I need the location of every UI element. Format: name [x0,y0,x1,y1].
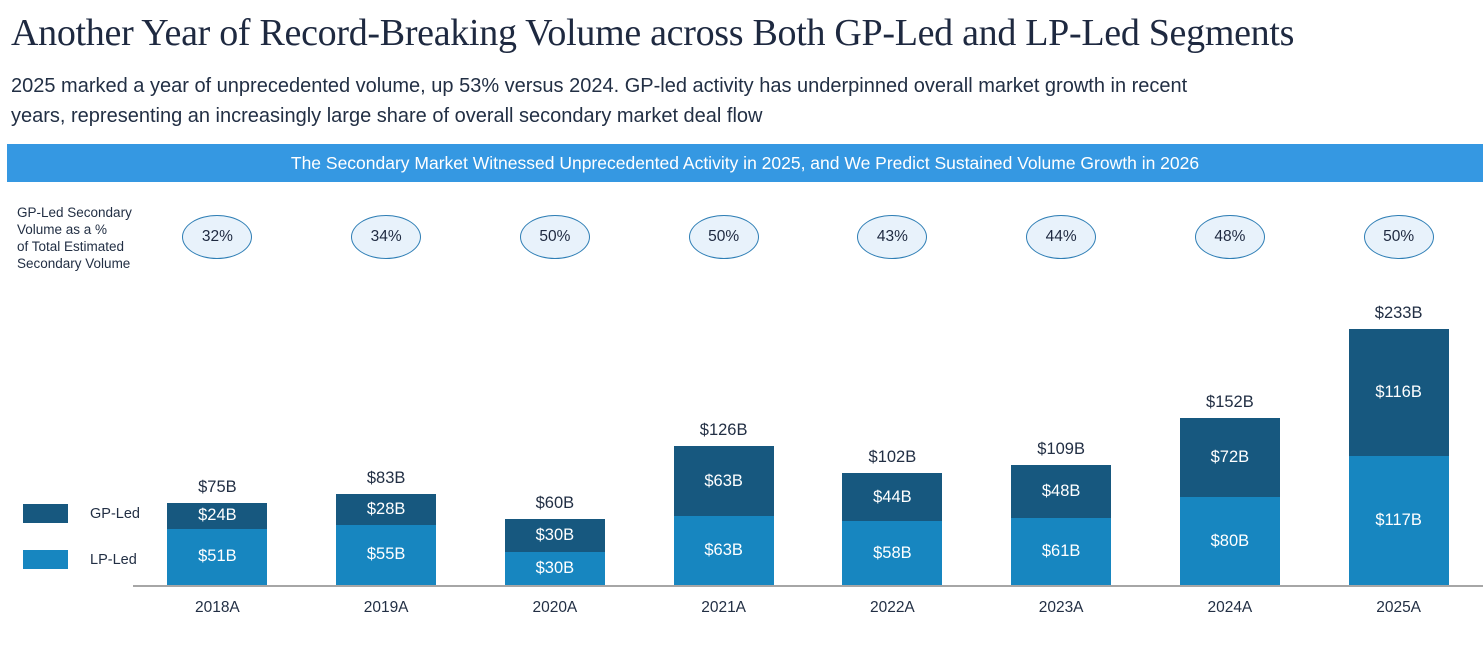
gp-led-segment-value-label: $116B [1375,383,1422,402]
gp-share-bubble-cell: 50% [1314,182,1483,285]
lp-led-segment-value-label: $63B [704,540,743,559]
gp-share-bubble-cell: 43% [808,182,977,285]
gp-share-bubble-cell: 44% [977,182,1146,285]
lp-led-legend-label: LP-Led [90,551,137,568]
gp-led-segment: $116B [1348,328,1449,457]
total-value-label: $102B [868,447,917,466]
x-axis-label-2025a: 2025A [1376,599,1422,616]
lp-led-segment: $63B [673,515,774,585]
legend-item-gp-led: GP-Led [23,504,140,523]
gp-share-bubble: 34% [351,215,422,259]
total-value-label: $75B [198,477,237,496]
bar-column-2019a: $83B $28B $55B [302,469,471,585]
gp-share-bubble: 43% [857,215,928,259]
bars-row: $75B $24B $51B $83B $28B $55B $60B $30B $30B $126… [133,285,1483,587]
gp-led-segment: $24B [167,502,268,529]
legend-item-lp-led: LP-Led [23,550,140,569]
slide: Another Year of Record-Breaking Volume a… [0,10,1483,627]
lp-led-segment-value-label: $61B [1041,541,1081,560]
x-axis-label-2020a: 2020A [532,599,578,616]
gp-led-segment-value-label: $72B [1210,447,1250,466]
lp-led-swatch [23,550,68,569]
bar-column-2023a: $109B $48B $61B [977,440,1146,585]
total-value-label: $152B [1206,392,1254,411]
bar-column-2022a: $102B $44B $58B [808,448,977,585]
gp-led-segment-value-label: $48B [1041,482,1081,500]
total-value-label: $83B [366,468,406,487]
gp-led-segment: $44B [842,472,943,522]
x-axis-label-2018a: 2018A [194,599,240,616]
gp-led-segment-value-label: $63B [704,471,743,490]
section-banner: The Secondary Market Witnessed Unprecede… [7,144,1483,182]
lp-led-segment-value-label: $80B [1210,531,1250,550]
gp-led-segment: $28B [336,493,437,525]
gp-led-segment-value-label: $28B [366,499,406,518]
lp-led-segment: $117B [1348,456,1449,585]
x-axis-label-2022a: 2022A [869,599,915,616]
gp-share-bubble-cell: 50% [639,182,808,285]
bar-column-2025a: $233B $116B $117B [1314,304,1483,585]
gp-share-bubble: 50% [688,215,759,259]
x-axis-label-2021a: 2021A [701,599,747,616]
gp-share-row-label: GP-Led Secondary Volume as a % of Total … [17,205,132,271]
gp-share-bubble: 48% [1194,215,1265,259]
gp-share-bubble-cell: 50% [471,182,640,285]
stacked-bar-chart: 32% 34% 50% 50% 43% 44% 48% 50% $75B $24B $51B $83… [133,182,1483,617]
x-axis-labels-row: 2018A 2019A 2020A 2021A 2022A 2023A 2024A 2025A [133,587,1483,617]
lp-led-segment-value-label: $51B [198,547,237,566]
chart-area: GP-Led Secondary Volume as a % of Total … [0,182,1483,627]
x-axis-label-2019a: 2019A [363,599,409,616]
x-axis-label-2024a: 2024A [1207,599,1253,616]
lp-led-segment-value-label: $58B [873,543,912,562]
gp-led-segment-value-label: $30B [535,526,575,544]
gp-led-segment-value-label: $24B [198,506,237,525]
gp-share-bubble-cell: 34% [302,182,471,285]
legend: GP-Led LP-Led [23,504,140,596]
gp-share-bubble: 50% [1363,215,1434,259]
gp-led-segment: $72B [1179,417,1280,497]
total-value-label: $60B [535,494,575,512]
lp-led-segment: $30B [504,552,605,585]
lp-led-segment: $58B [842,521,943,585]
gp-led-segment: $30B [504,519,605,552]
gp-share-bubble-cell: 32% [133,182,302,285]
gp-share-bubble: 44% [1026,215,1097,259]
bar-column-2021a: $126B $63B $63B [639,421,808,585]
total-value-label: $233B [1374,303,1423,322]
total-value-label: $126B [699,421,748,440]
total-value-label: $109B [1037,440,1085,459]
gp-share-bubbles-row: 32% 34% 50% 50% 43% 44% 48% 50% [133,182,1483,285]
page-subtitle: 2025 marked a year of unprecedented volu… [11,75,1188,127]
lp-led-segment: $55B [336,524,437,585]
gp-share-bubble: 50% [519,215,590,259]
lp-led-segment: $61B [1011,517,1112,585]
gp-share-bubble: 32% [182,215,253,259]
gp-share-bubble-cell: 48% [1146,182,1315,285]
bar-column-2024a: $152B $72B $80B [1146,393,1315,585]
lp-led-segment-value-label: $30B [535,559,575,577]
lp-led-segment-value-label: $117B [1375,511,1422,530]
lp-led-segment: $80B [1179,497,1280,585]
lp-led-segment-value-label: $55B [366,545,406,564]
x-axis-label-2023a: 2023A [1038,599,1084,616]
gp-led-legend-label: GP-Led [90,505,140,522]
section-banner-text: The Secondary Market Witnessed Unprecede… [290,152,1200,173]
page-title: Another Year of Record-Breaking Volume a… [11,12,1295,54]
gp-led-segment-value-label: $44B [873,487,912,506]
gp-led-segment: $63B [673,446,774,516]
lp-led-segment: $51B [167,528,268,585]
gp-led-swatch [23,504,68,523]
bar-column-2020a: $60B $30B $30B [471,494,640,585]
gp-led-segment: $48B [1011,465,1112,518]
bar-column-2018a: $75B $24B $51B [133,478,302,585]
